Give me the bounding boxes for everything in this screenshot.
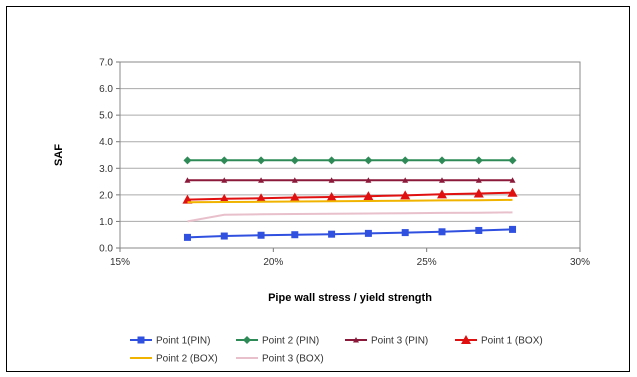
legend-point [461,335,471,344]
series-6-line [187,211,513,223]
series-4-point [400,190,411,200]
x-tick-label: 20% [263,257,283,268]
legend-label: Point 3 (BOX) [262,354,324,365]
legend-point [137,336,145,344]
series-1-point [183,233,191,241]
series-2-point [220,156,229,165]
series-4-point [437,189,447,199]
y-tick-label: 5.0 [99,111,113,122]
legend-item-2: Point 2 (PIN) [236,336,319,347]
series-4 [182,187,518,204]
x-tick-label: 30% [570,257,590,268]
series-1 [183,225,517,241]
y-tick-labels: 0.0 1.0 2.0 3.0 4.0 5.0 6.0 7.0 [99,58,113,255]
legend-item-1: Point 1(PIN) [130,336,210,347]
legend-point [243,336,251,344]
plot-area-border [119,61,581,249]
series-4-point [326,191,337,201]
series-2-point [290,156,299,165]
series-1-point [438,228,446,236]
x-tick-labels: 15% 20% 25% 30% [110,257,590,268]
series-1-point [401,229,409,237]
series-2 [183,156,517,165]
series-4-point [289,192,300,202]
series-2-point [474,156,483,165]
series-3-point [184,177,191,183]
series-1-point [291,231,299,239]
gridlines [116,61,581,252]
series-1-point [509,225,517,233]
series-1-point [475,226,483,234]
legend-item-5: Point 2 (BOX) [130,354,218,365]
series-2-point [364,156,373,165]
series-3-point [365,177,372,183]
series-3-point [221,177,228,183]
y-tick-label: 4.0 [99,137,113,148]
x-axis-title: Pipe wall stress / yield strength [268,292,432,304]
series-4-point [219,193,230,203]
series-6 [187,211,513,223]
series-1-point [328,230,336,238]
series-4-line [187,191,513,201]
y-axis-title: SAF [53,144,65,166]
series-4-point [473,188,484,198]
series-3-point [509,177,516,183]
series-5-line [187,198,513,204]
series-layer [182,156,518,241]
series-3-point [328,177,335,183]
legend-label: Point 3 (PIN) [371,336,428,347]
legend: Point 1(PIN) Point 2 (PIN) Point 3 (PIN) Po… [130,335,543,365]
series-1-point [257,231,265,239]
legend-point [353,337,359,343]
legend-item-6: Point 3 (BOX) [236,354,324,365]
series-4-point [507,187,518,197]
x-tick-label: 25% [417,257,437,268]
series-2-point [183,156,192,165]
legend-label: Point 2 (PIN) [262,336,319,347]
y-tick-label: 7.0 [99,58,113,69]
x-tick-label: 15% [110,257,130,268]
y-tick-label: 3.0 [99,164,113,175]
series-4-point [256,193,267,203]
series-2-point [508,156,517,165]
y-tick-label: 0.0 [99,244,113,255]
series-2-point [438,156,446,165]
y-tick-label: 2.0 [99,190,113,201]
y-tick-label: 6.0 [99,84,113,95]
series-3-point [258,177,265,183]
series-1-point [220,232,228,240]
series-1-line [187,228,513,239]
series-5 [187,198,513,204]
y-tick-label: 1.0 [99,217,113,228]
series-1-point [364,229,372,237]
series-3-point [291,177,298,183]
series-3 [184,177,516,183]
legend-item-3: Point 3 (PIN) [345,336,428,347]
chart-frame [6,6,630,372]
series-2-point [257,156,266,165]
legend-label: Point 2 (BOX) [156,354,218,365]
legend-label: Point 1(PIN) [156,336,210,347]
legend-label: Point 1 (BOX) [481,336,543,347]
series-3-point [475,177,482,183]
series-2-point [401,156,410,165]
series-3-point [402,177,409,183]
series-3-point [439,177,445,183]
legend-item-4: Point 1 (BOX) [455,335,543,347]
series-4-point [363,191,374,201]
series-2-point [327,156,336,165]
